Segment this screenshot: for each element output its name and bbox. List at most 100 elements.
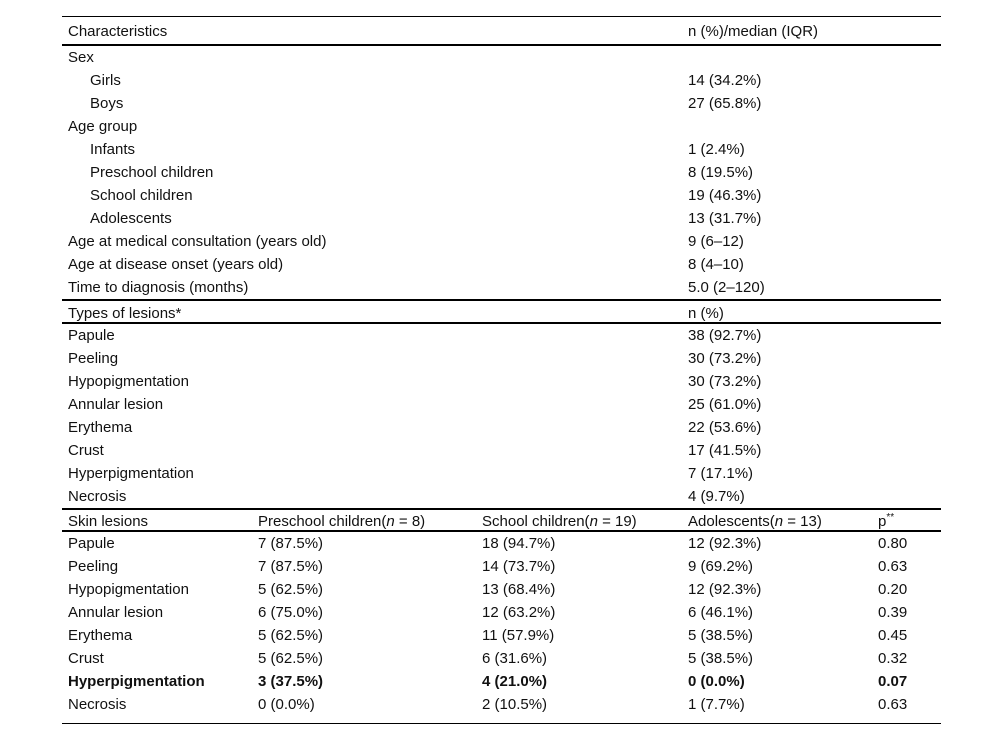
section2-header-types-of-lesions: Types of lesions* (68, 305, 182, 322)
cell-adolescents: 5 (38.5%) (688, 627, 754, 644)
row-value: 8 (19.5%) (688, 164, 754, 181)
section3-header-preschool: Preschool children(n = 8) (258, 510, 425, 534)
table-row: Infants 1 (2.4%) (62, 138, 941, 161)
clinical-characteristics-table: Characteristics n (%)/median (IQR) Sex G… (62, 16, 941, 724)
table-row: Time to diagnosis (months) 5.0 (2–120) (62, 276, 941, 299)
cell-p-value: 0.63 (878, 558, 908, 575)
table-row: Preschool children 8 (19.5%) (62, 161, 941, 184)
section3-header-p-value: p** (878, 510, 894, 534)
row-label: Annular lesion (68, 396, 164, 413)
cell-preschool: 5 (62.5%) (258, 650, 324, 667)
row-value: 30 (73.2%) (688, 350, 762, 367)
row-label: Hyperpigmentation (68, 465, 194, 482)
row-label: Hypopigmentation (68, 581, 189, 598)
row-label: Age group (68, 118, 138, 135)
table-row: Hyperpigmentation 7 (17.1%) (62, 462, 941, 485)
section1-header-characteristics: Characteristics (68, 23, 168, 40)
row-label: Peeling (68, 558, 119, 575)
row-label: Papule (68, 327, 115, 344)
cell-school: 2 (10.5%) (482, 696, 548, 713)
header-text: = 13) (783, 513, 822, 530)
cell-adolescents: 12 (92.3%) (688, 535, 762, 552)
cell-p-value: 0.80 (878, 535, 908, 552)
row-value: 14 (34.2%) (688, 72, 762, 89)
cell-preschool: 0 (0.0%) (258, 696, 315, 713)
table-row: Peeling 30 (73.2%) (62, 347, 941, 370)
table-row: Age at medical consultation (years old) … (62, 230, 941, 253)
table-row: Hypopigmentation 30 (73.2%) (62, 370, 941, 393)
cell-preschool: 5 (62.5%) (258, 581, 324, 598)
row-value: 13 (31.7%) (688, 210, 762, 227)
header-text: p (878, 513, 887, 530)
row-label: Boys (90, 95, 124, 112)
cell-adolescents: 0 (0.0%) (688, 673, 745, 690)
table-row: Annular lesion 25 (61.0%) (62, 393, 941, 416)
table-row-highlighted: Hyperpigmentation 3 (37.5%) 4 (21.0%) 0 … (62, 670, 941, 693)
row-label: School children (90, 187, 193, 204)
row-value: 4 (9.7%) (688, 488, 745, 505)
section2-header-row: Types of lesions* n (%) (62, 299, 941, 324)
row-value: 9 (6–12) (688, 233, 744, 250)
header-text: = 19) (597, 513, 637, 530)
cell-preschool: 3 (37.5%) (258, 673, 324, 690)
table-row: Papule 38 (92.7%) (62, 324, 941, 347)
row-label: Hyperpigmentation (68, 673, 205, 690)
row-value: 8 (4–10) (688, 256, 744, 273)
row-label: Time to diagnosis (months) (68, 279, 249, 296)
cell-school: 11 (57.9%) (482, 627, 555, 644)
table-row: Annular lesion 6 (75.0%) 12 (63.2%) 6 (4… (62, 601, 941, 624)
row-label: Adolescents (90, 210, 172, 227)
row-value: 22 (53.6%) (688, 419, 762, 436)
table-row: Erythema 5 (62.5%) 11 (57.9%) 5 (38.5%) … (62, 624, 941, 647)
section1-header-value-col: n (%)/median (IQR) (688, 23, 819, 40)
cell-p-value: 0.63 (878, 696, 908, 713)
asterisks-superscript: ** (886, 512, 895, 523)
section1-header-row: Characteristics n (%)/median (IQR) (62, 17, 941, 46)
cell-adolescents: 9 (69.2%) (688, 558, 754, 575)
cell-school: 13 (68.4%) (482, 581, 556, 598)
row-label: Peeling (68, 350, 119, 367)
row-label: Papule (68, 535, 115, 552)
row-label: Sex (68, 49, 94, 66)
cell-preschool: 7 (87.5%) (258, 558, 324, 575)
section3-body: Papule 7 (87.5%) 18 (94.7%) 12 (92.3%) 0… (62, 532, 941, 723)
section3-header-skin-lesions: Skin lesions (68, 513, 149, 530)
cell-p-value: 0.45 (878, 627, 908, 644)
row-value: 1 (2.4%) (688, 141, 745, 158)
row-label: Age at medical consultation (years old) (68, 233, 327, 250)
table-row: School children 19 (46.3%) (62, 184, 941, 207)
row-label: Hypopigmentation (68, 373, 189, 390)
cell-p-value: 0.20 (878, 581, 908, 598)
row-label: Crust (68, 650, 104, 667)
cell-p-value: 0.07 (878, 673, 908, 690)
table-row: Age at disease onset (years old) 8 (4–10… (62, 253, 941, 276)
cell-school: 12 (63.2%) (482, 604, 556, 621)
header-text: Preschool children( (258, 513, 387, 530)
section2-body: Papule 38 (92.7%) Peeling 30 (73.2%) Hyp… (62, 324, 941, 508)
cell-p-value: 0.32 (878, 650, 908, 667)
table-row: Adolescents 13 (31.7%) (62, 207, 941, 230)
cell-preschool: 7 (87.5%) (258, 535, 324, 552)
row-value: 38 (92.7%) (688, 327, 762, 344)
row-label: Annular lesion (68, 604, 164, 621)
cell-school: 14 (73.7%) (482, 558, 556, 575)
italic-n: n (774, 513, 784, 530)
row-value: 5.0 (2–120) (688, 279, 765, 296)
cell-school: 4 (21.0%) (482, 673, 548, 690)
row-value: 25 (61.0%) (688, 396, 762, 413)
cell-p-value: 0.39 (878, 604, 908, 621)
header-text: = 8) (394, 513, 426, 530)
section3-header-adolescents: Adolescents(n = 13) (688, 510, 822, 534)
section3-header-row: Skin lesions Preschool children(n = 8) S… (62, 508, 941, 532)
table-row: Girls 14 (34.2%) (62, 69, 941, 92)
row-value: 27 (65.8%) (688, 95, 762, 112)
row-label: Infants (90, 141, 136, 158)
table-row: Erythema 22 (53.6%) (62, 416, 941, 439)
row-label: Erythema (68, 419, 133, 436)
row-value: 17 (41.5%) (688, 442, 762, 459)
cell-preschool: 6 (75.0%) (258, 604, 324, 621)
table-row: Necrosis 4 (9.7%) (62, 485, 941, 508)
header-text: Adolescents( (688, 513, 775, 530)
row-value: 7 (17.1%) (688, 465, 754, 482)
table-row: Necrosis 0 (0.0%) 2 (10.5%) 1 (7.7%) 0.6… (62, 693, 941, 716)
